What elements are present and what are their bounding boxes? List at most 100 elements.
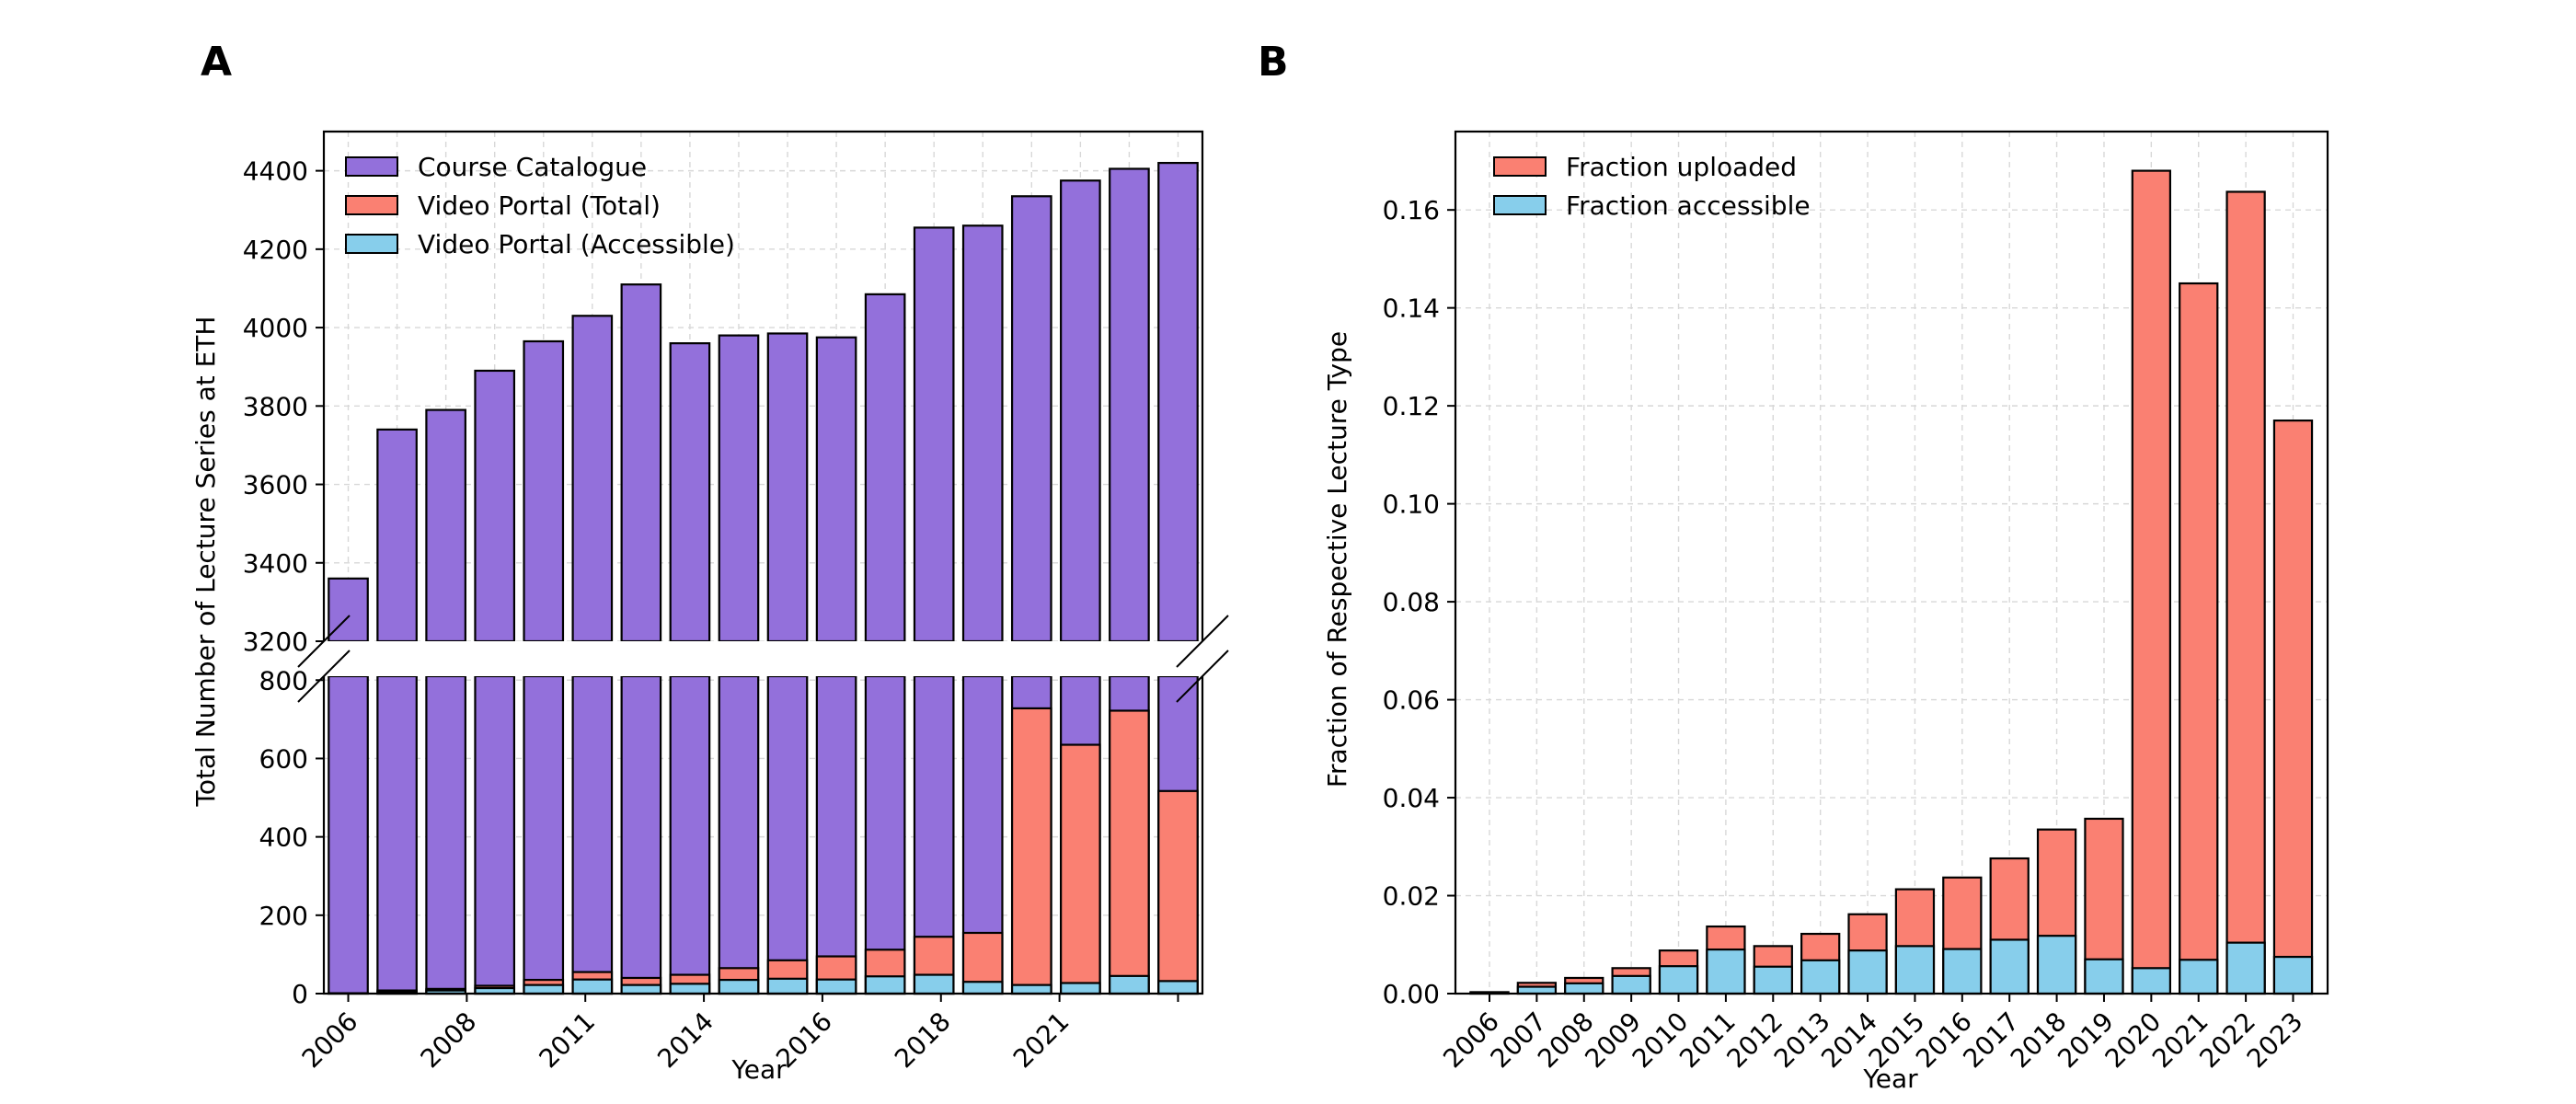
panel-b-frame (1454, 130, 2329, 995)
y-tick-label: 0.08 (1383, 587, 1440, 617)
legend-entry: Course Catalogue (418, 152, 647, 182)
bar-video-portal-accessible (1109, 974, 1150, 995)
panel-b-y-axis-label: Fraction of Respective Lecture Type (1322, 331, 1352, 788)
axis-break-mark (1176, 650, 1229, 703)
bar-course-catalogue-lower (718, 674, 760, 995)
bar-course-catalogue-lower (376, 674, 418, 995)
bar-course-catalogue-upper (376, 428, 418, 643)
y-tick-label: 0.06 (1383, 685, 1440, 716)
y-tick-label: 400 (259, 822, 308, 853)
bar-course-catalogue-upper (425, 408, 466, 643)
bar-video-portal-accessible (913, 973, 955, 995)
panel-b-x-axis-label: Year (1862, 1064, 1918, 1094)
panel-a-chart: 0 200 400 600 800 3200 3400 3600 3800 4000 4200 440… (190, 130, 1230, 1085)
y-tick-label: 0.00 (1383, 979, 1440, 1009)
bar-fraction-accessible (1847, 949, 1888, 995)
panel-a-axes: 0 200 400 600 800 3200 3400 3600 3800 4000 4200 440… (243, 130, 1230, 1074)
bar-course-catalogue-upper (328, 577, 369, 643)
bar-fraction-accessible (1894, 945, 1936, 995)
bar-fraction-accessible (1800, 959, 1841, 995)
bar-course-catalogue-upper (864, 293, 906, 643)
bar-fraction-accessible (1658, 965, 1699, 995)
bar-course-catalogue-upper (620, 283, 662, 643)
bar-fraction-accessible (1516, 985, 1558, 995)
axis-break-mark (297, 650, 351, 703)
y-tick-label: 0.10 (1383, 489, 1440, 520)
bar-course-catalogue-lower (523, 674, 565, 995)
y-tick-label: 0.14 (1383, 293, 1440, 324)
bar-fraction-accessible (2084, 958, 2124, 995)
bar-course-catalogue-upper (571, 315, 614, 643)
bar-course-catalogue-upper (815, 336, 857, 643)
legend-entry: Video Portal (Total) (418, 190, 661, 221)
bar-video-portal-accessible (961, 981, 1004, 995)
bar-fraction-accessible (1753, 965, 1793, 995)
y-tick-label: 4400 (243, 156, 308, 187)
bar-fraction-accessible (1706, 948, 1746, 995)
axis-break-gap (296, 641, 1230, 676)
bar-course-catalogue-upper (913, 226, 955, 643)
bar-course-catalogue-upper (718, 334, 760, 643)
bar-video-portal-accessible (620, 983, 662, 995)
bar-course-catalogue-upper (669, 342, 711, 643)
panel-b-label: B (1258, 39, 1289, 86)
bar-course-catalogue-lower (815, 674, 857, 995)
bar-fraction-uploaded (2131, 169, 2171, 995)
y-tick-label: 4200 (243, 235, 308, 265)
panel-a-upper-frame (322, 130, 1204, 641)
bar-video-portal-accessible (815, 978, 857, 995)
legend-swatch (1493, 195, 1547, 215)
axis-break-mark (1176, 615, 1229, 668)
panel-a-bars (328, 161, 1199, 995)
bar-video-portal-total (1060, 743, 1101, 995)
bar-video-portal-total (1157, 789, 1199, 995)
panel-a-x-axis-label: Year (730, 1054, 787, 1085)
y-tick-label: 0.02 (1383, 881, 1440, 912)
bar-video-portal-accessible (1060, 982, 1101, 995)
bar-course-catalogue-upper (1010, 195, 1052, 643)
bar-video-portal-accessible (1010, 983, 1052, 995)
bar-fraction-accessible (2036, 935, 2077, 995)
bar-fraction-accessible (2272, 955, 2314, 995)
bar-fraction-accessible (2131, 967, 2171, 995)
bar-course-catalogue-upper (766, 332, 809, 643)
legend-entry: Video Portal (Accessible) (418, 229, 735, 259)
y-tick-label: 200 (259, 901, 308, 931)
bar-video-portal-accessible (571, 978, 614, 995)
bar-fraction-accessible (1611, 974, 1651, 995)
bar-course-catalogue-upper (1109, 167, 1150, 643)
bar-video-portal-accessible (669, 983, 711, 995)
bar-video-portal-accessible (766, 977, 809, 995)
bar-course-catalogue-lower (766, 674, 809, 995)
bar-course-catalogue-upper (1157, 161, 1199, 643)
y-tick-label: 600 (259, 743, 308, 774)
bar-fraction-accessible (2225, 941, 2266, 995)
bar-course-catalogue-upper (474, 369, 516, 643)
y-tick-label: 3400 (243, 548, 308, 579)
y-tick-label: 3200 (243, 627, 308, 657)
bar-video-portal-total (1109, 709, 1150, 995)
bar-fraction-accessible (1989, 938, 2030, 995)
bar-fraction-accessible (1942, 948, 1983, 995)
bar-video-portal-accessible (718, 978, 760, 995)
y-tick-label: 3800 (243, 391, 308, 421)
y-tick-label: 0.16 (1383, 195, 1440, 225)
legend-swatch (1493, 156, 1547, 177)
bar-course-catalogue-upper (1060, 179, 1101, 643)
panel-a-y-axis-label: Total Number of Lecture Series at ETH (190, 316, 221, 808)
bar-fraction-accessible (2179, 959, 2219, 995)
panel-a-legend: Course Catalogue Video Portal (Total) Vide… (345, 152, 735, 259)
y-tick-label: 0.12 (1383, 391, 1440, 421)
bar-course-catalogue-lower (474, 674, 516, 995)
bar-course-catalogue-upper (961, 224, 1004, 643)
y-tick-label: 0 (292, 979, 308, 1009)
bar-fraction-uploaded (2225, 190, 2266, 995)
bar-video-portal-total (1010, 707, 1052, 995)
y-tick-label: 0.04 (1383, 783, 1440, 813)
bar-course-catalogue-lower (425, 674, 466, 995)
bar-course-catalogue-lower (620, 674, 662, 995)
legend-swatch (345, 234, 398, 254)
bar-fraction-accessible (1564, 982, 1604, 995)
y-tick-label: 800 (259, 665, 308, 696)
